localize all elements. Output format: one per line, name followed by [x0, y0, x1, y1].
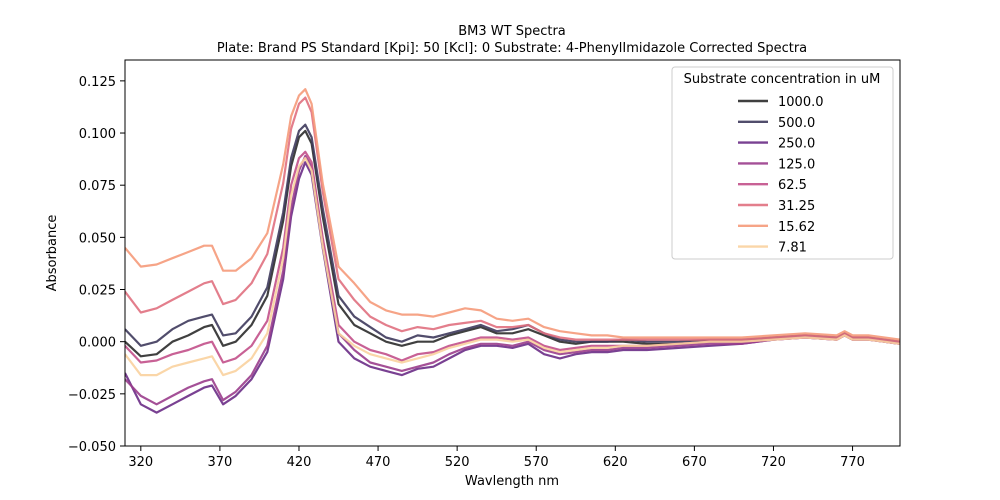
- legend-title: Substrate concentration in uM: [684, 72, 881, 87]
- y-tick-label-2: 0.000: [79, 336, 116, 351]
- series-layer: [125, 88, 900, 414]
- legend-label-2: 250.0: [778, 137, 815, 152]
- y-tick-label-3: 0.025: [79, 284, 116, 299]
- legend-label-6: 15.62: [778, 220, 815, 235]
- x-tick-label-7: 670: [682, 455, 707, 470]
- legend-label-3: 125.0: [778, 157, 815, 172]
- x-tick-label-2: 420: [287, 455, 312, 470]
- y-tick-label-5: 0.075: [79, 179, 116, 194]
- series-line-5: [125, 96, 900, 343]
- legend: Substrate concentration in uM 1000.0 500.…: [671, 66, 894, 260]
- x-tick-label-5: 570: [524, 455, 549, 470]
- y-axis-title: Absorbance: [45, 215, 60, 292]
- x-tick-label-0: 320: [128, 455, 153, 470]
- legend-label-7: 7.81: [778, 241, 807, 256]
- plot-area-frame: [124, 59, 901, 447]
- series-line-6: [125, 88, 900, 341]
- legend-label-1: 500.0: [778, 116, 815, 131]
- legend-label-0: 1000.0: [778, 95, 824, 110]
- legend-label-5: 31.25: [778, 199, 815, 214]
- x-tick-label-8: 720: [761, 455, 786, 470]
- y-axis: −0.050 −0.025 0.000 0.025 0.050 0.075 0.100 0.1…: [68, 75, 125, 455]
- x-tick-label-9: 770: [840, 455, 865, 470]
- chart-subtitle: Plate: Brand PS Standard [Kpi]: 50 [Kcl]…: [217, 41, 807, 56]
- y-tick-label-7: 0.125: [79, 75, 116, 90]
- x-axis-title: Wavlength nm: [465, 474, 559, 489]
- y-tick-label-6: 0.100: [79, 127, 116, 142]
- x-tick-label-1: 370: [207, 455, 232, 470]
- series-line-3: [125, 154, 900, 406]
- y-tick-label-1: −0.025: [68, 388, 116, 403]
- x-axis: 320 370 420 470 520 570 620 670 720 770: [128, 446, 865, 470]
- x-tick-label-3: 470: [366, 455, 391, 470]
- x-tick-label-6: 620: [603, 455, 628, 470]
- y-tick-label-4: 0.050: [79, 231, 116, 246]
- legend-label-4: 62.5: [778, 178, 807, 193]
- legend-box: [671, 66, 894, 260]
- y-tick-label-0: −0.050: [68, 440, 116, 455]
- x-tick-label-4: 520: [445, 455, 470, 470]
- chart-title: BM3 WT Spectra: [458, 24, 566, 39]
- series-line-7: [125, 157, 900, 377]
